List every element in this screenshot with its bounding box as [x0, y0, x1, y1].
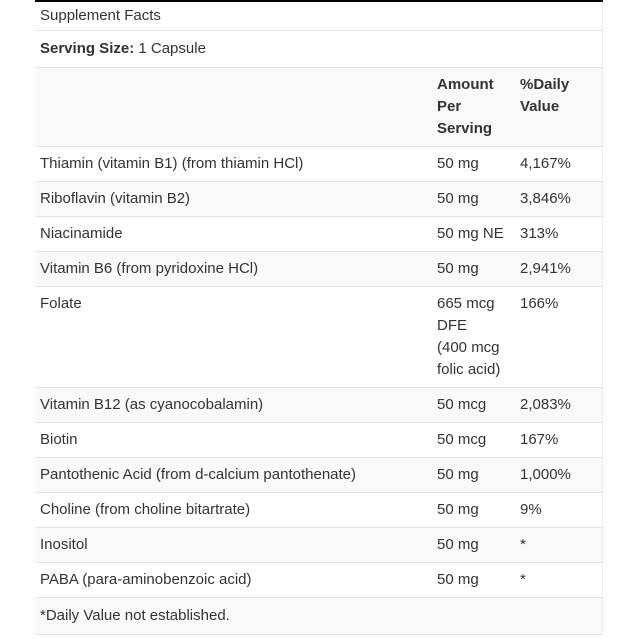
nutrient-name-cell: Thiamin (vitamin B1) (from thiamin HCl) — [40, 155, 304, 172]
amount-column-header: Amount Per Serving — [437, 76, 494, 137]
nutrient-row-choline: Choline (from choline bitartrate) 50 mg … — [35, 493, 603, 528]
amount-cell: 50 mcg — [437, 396, 487, 413]
supplement-facts-panel: Supplement Facts Serving Size: 1 Capsule… — [35, 0, 603, 635]
nutrient-name-cell: Choline (from choline bitartrate) — [40, 501, 251, 518]
footnote-row: *Daily Value not established. — [35, 597, 603, 635]
nutrient-row-vitamin-b6: Vitamin B6 (from pyridoxine HCl) 50 mg 2… — [35, 251, 603, 287]
amount-cell: 50 mg — [437, 501, 479, 518]
nutrient-name-cell: Inositol — [40, 536, 88, 553]
amount-cell: 50 mg — [437, 466, 479, 483]
daily-value-column-header: %Daily Value — [520, 76, 570, 115]
nutrient-row-vitamin-b12: Vitamin B12 (as cyanocobalamin) 50 mcg 2… — [35, 387, 603, 423]
serving-size-row: Serving Size: 1 Capsule — [35, 31, 603, 68]
daily-value-cell: * — [520, 571, 526, 588]
daily-value-cell: 313% — [520, 225, 559, 242]
amount-cell: 50 mg — [437, 155, 479, 172]
nutrient-row-folate: Folate 665 mcg DFE (400 mcg folic acid) … — [35, 287, 603, 388]
amount-cell: 50 mg — [437, 190, 479, 207]
daily-value-cell: 2,941% — [520, 260, 571, 277]
nutrient-row-pantothenic-acid: Pantothenic Acid (from d-calcium pantoth… — [35, 457, 603, 493]
supplement-facts-table: Supplement Facts Serving Size: 1 Capsule… — [35, 0, 603, 635]
amount-cell: 50 mg — [437, 260, 479, 277]
daily-value-cell: * — [520, 536, 526, 553]
daily-value-cell: 3,846% — [520, 190, 571, 207]
amount-cell: 50 mg — [437, 571, 479, 588]
amount-cell: 665 mcg DFE (400 mcg folic acid) — [437, 295, 501, 378]
nutrient-name-cell: Pantothenic Acid (from d-calcium pantoth… — [40, 466, 357, 483]
daily-value-cell: 4,167% — [520, 155, 571, 172]
title-row: Supplement Facts — [35, 1, 603, 31]
nutrient-column-header — [35, 68, 432, 147]
amount-cell: 50 mg — [437, 536, 479, 553]
daily-value-cell: 166% — [520, 295, 559, 312]
daily-value-cell: 2,083% — [520, 396, 571, 413]
nutrient-row-paba: PABA (para-aminobenzoic acid) 50 mg * — [35, 563, 603, 598]
amount-cell: 50 mg NE — [437, 225, 504, 242]
serving-size-label: Serving Size: — [40, 40, 135, 57]
nutrient-row-riboflavin: Riboflavin (vitamin B2) 50 mg 3,846% — [35, 181, 603, 217]
nutrient-name-cell: Riboflavin (vitamin B2) — [40, 190, 191, 207]
amount-cell: 50 mcg — [437, 431, 487, 448]
daily-value-cell: 167% — [520, 431, 559, 448]
serving-size-value: 1 Capsule — [138, 40, 206, 57]
nutrient-row-inositol: Inositol 50 mg * — [35, 527, 603, 563]
nutrient-name-cell: Vitamin B6 (from pyridoxine HCl) — [40, 260, 259, 277]
column-header-row: Amount Per Serving %Daily Value — [35, 67, 603, 147]
daily-value-cell: 9% — [520, 501, 542, 518]
nutrient-name-cell: PABA (para-aminobenzoic acid) — [40, 571, 252, 588]
serving-size: Serving Size: 1 Capsule — [35, 31, 602, 68]
nutrient-row-thiamin: Thiamin (vitamin B1) (from thiamin HCl) … — [35, 147, 603, 182]
nutrient-name-cell: Vitamin B12 (as cyanocobalamin) — [40, 396, 264, 413]
nutrient-name-cell: Biotin — [40, 431, 78, 448]
nutrient-row-niacinamide: Niacinamide 50 mg NE 313% — [35, 217, 603, 252]
daily-value-cell: 1,000% — [520, 466, 571, 483]
page-title: Supplement Facts — [40, 7, 161, 24]
nutrient-name-cell: Folate — [40, 295, 82, 312]
nutrient-row-biotin: Biotin 50 mcg 167% — [35, 423, 603, 458]
nutrient-name-cell: Niacinamide — [40, 225, 123, 242]
daily-value-footnote: *Daily Value not established. — [40, 607, 230, 624]
